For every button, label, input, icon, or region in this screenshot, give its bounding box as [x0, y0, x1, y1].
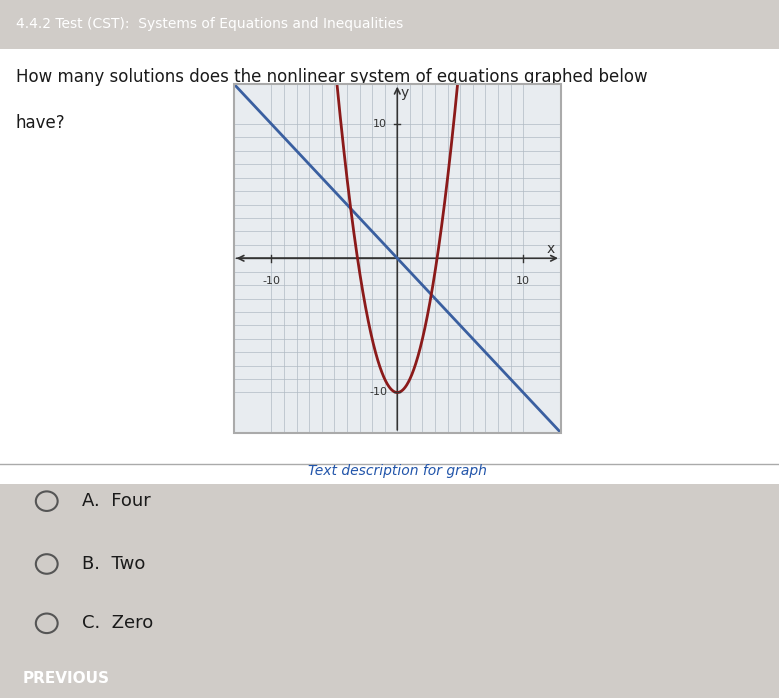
Text: -10: -10 [369, 387, 387, 397]
Text: A.  Four: A. Four [82, 492, 150, 510]
Text: PREVIOUS: PREVIOUS [23, 671, 110, 686]
Text: How many solutions does the nonlinear system of equations graphed below: How many solutions does the nonlinear sy… [16, 68, 647, 87]
Text: have?: have? [16, 114, 65, 132]
Text: 10: 10 [516, 276, 530, 285]
Text: y: y [400, 86, 409, 100]
Text: 10: 10 [373, 119, 387, 129]
Text: 4.4.2 Test (CST):  Systems of Equations and Inequalities: 4.4.2 Test (CST): Systems of Equations a… [16, 17, 403, 31]
Text: B.  Two: B. Two [82, 555, 145, 573]
FancyBboxPatch shape [0, 49, 779, 484]
Text: Text description for graph: Text description for graph [308, 464, 487, 478]
Text: x: x [547, 242, 555, 256]
Text: -10: -10 [263, 276, 280, 285]
Text: C.  Zero: C. Zero [82, 614, 153, 632]
